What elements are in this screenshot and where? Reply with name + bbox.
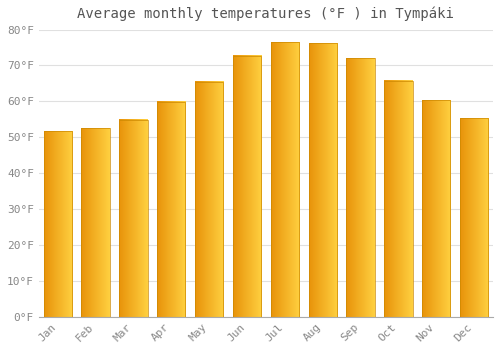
Title: Average monthly temperatures (°F ) in Tympáki: Average monthly temperatures (°F ) in Ty…	[78, 7, 454, 21]
Bar	[82, 128, 110, 317]
Bar	[422, 100, 450, 317]
Bar	[460, 118, 488, 317]
Bar	[119, 120, 148, 317]
Bar	[195, 82, 224, 317]
Bar	[384, 80, 412, 317]
Bar	[44, 131, 72, 317]
Bar	[157, 102, 186, 317]
Bar	[308, 43, 337, 317]
Bar	[233, 56, 261, 317]
Bar	[346, 58, 375, 317]
Bar	[270, 42, 299, 317]
